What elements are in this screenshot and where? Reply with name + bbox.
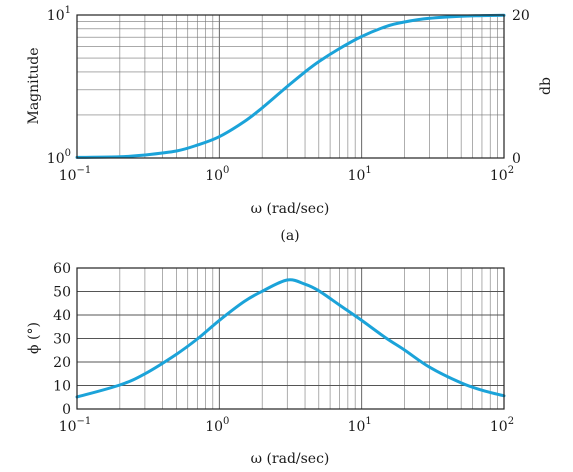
magnitude-x-axis-label: ω (rad/sec) bbox=[251, 201, 330, 217]
magnitude-y-tick-labels: 100 101 bbox=[47, 5, 71, 167]
magnitude-x-tick-label: 10−1 bbox=[59, 165, 92, 184]
phase-y-axis-label: ϕ (°) bbox=[26, 322, 42, 354]
magnitude-y-tick-label: 100 bbox=[47, 148, 71, 167]
magnitude-grid bbox=[77, 15, 504, 158]
phase-curve bbox=[75, 278, 506, 399]
phase-y-tick-label: 60 bbox=[53, 261, 71, 277]
magnitude-plot-frame bbox=[76, 14, 505, 159]
magnitude-x-tick-label: 102 bbox=[490, 165, 514, 184]
phase-x-tick-label: 100 bbox=[205, 416, 229, 435]
phase-x-tick-label: 101 bbox=[348, 416, 372, 435]
phase-y-tick-label: 40 bbox=[53, 308, 71, 324]
phase-plot: 10−1 100 101 102 0 10 20 30 40 50 60 ϕ (°) ω (rad… bbox=[26, 261, 514, 467]
magnitude-x-tick-labels: 10−1 100 101 102 bbox=[59, 165, 514, 184]
phase-x-tick-labels: 10−1 100 101 102 bbox=[59, 416, 514, 435]
db-tick-label-0: 0 bbox=[512, 151, 521, 167]
db-tick-label-20: 20 bbox=[512, 8, 530, 24]
magnitude-y-axis-label: Magnitude bbox=[26, 47, 42, 124]
magnitude-y-tick-label: 101 bbox=[47, 5, 71, 24]
phase-plot-frame bbox=[76, 267, 505, 410]
phase-grid bbox=[77, 268, 504, 409]
phase-y-tick-label: 0 bbox=[62, 402, 71, 418]
phase-y-tick-label: 20 bbox=[53, 355, 71, 371]
phase-x-tick-label: 102 bbox=[490, 416, 514, 435]
phase-y-tick-label: 30 bbox=[53, 332, 71, 348]
magnitude-x-tick-label: 100 bbox=[205, 165, 229, 184]
phase-y-tick-label: 10 bbox=[53, 379, 71, 395]
panel-caption: (a) bbox=[280, 228, 299, 244]
phase-x-axis-label: ω (rad/sec) bbox=[251, 451, 330, 467]
magnitude-curve bbox=[75, 13, 506, 159]
magnitude-x-tick-label: 101 bbox=[348, 165, 372, 184]
phase-y-tick-label: 50 bbox=[53, 285, 71, 301]
phase-x-tick-label: 10−1 bbox=[59, 416, 92, 435]
phase-y-tick-labels: 0 10 20 30 40 50 60 bbox=[53, 261, 71, 418]
db-axis-label: db bbox=[538, 77, 554, 95]
